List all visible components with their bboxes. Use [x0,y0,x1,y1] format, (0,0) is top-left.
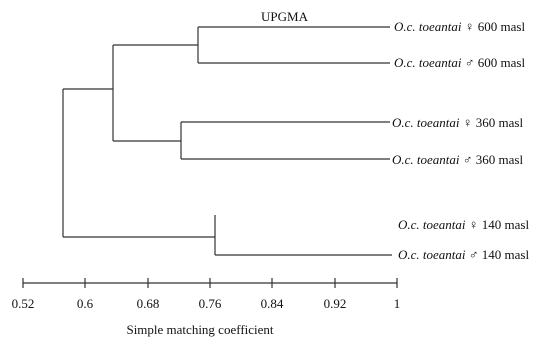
leaf-labels: O.c. toeantai ♀ 600 masl O.c. toeantai ♂… [392,19,529,262]
axis-title: Simple matching coefficient [126,322,273,337]
tick-label: 1 [394,296,401,311]
tick-label: 0.92 [324,296,347,311]
x-axis: 0.52 0.6 0.68 0.76 0.84 0.92 1 Simple ma… [12,278,401,337]
tick-label: 0.6 [77,296,94,311]
tick-label: 0.52 [12,296,35,311]
tick-label: 0.68 [137,296,160,311]
tree-branches [62,26,392,256]
tick-label: 0.84 [261,296,284,311]
tick-label: 0.76 [199,296,222,311]
leaf-label: O.c. toeantai ♀ 600 masl [394,19,525,34]
leaf-label: O.c. toeantai ♂ 360 masl [392,152,523,167]
leaf-label: O.c. toeantai ♀ 140 masl [398,217,529,232]
leaf-label: O.c. toeantai ♀ 360 masl [392,115,523,130]
leaf-label: O.c. toeantai ♂ 600 masl [394,55,525,70]
leaf-label: O.c. toeantai ♂ 140 masl [398,247,529,262]
method-label: UPGMA [261,9,309,24]
